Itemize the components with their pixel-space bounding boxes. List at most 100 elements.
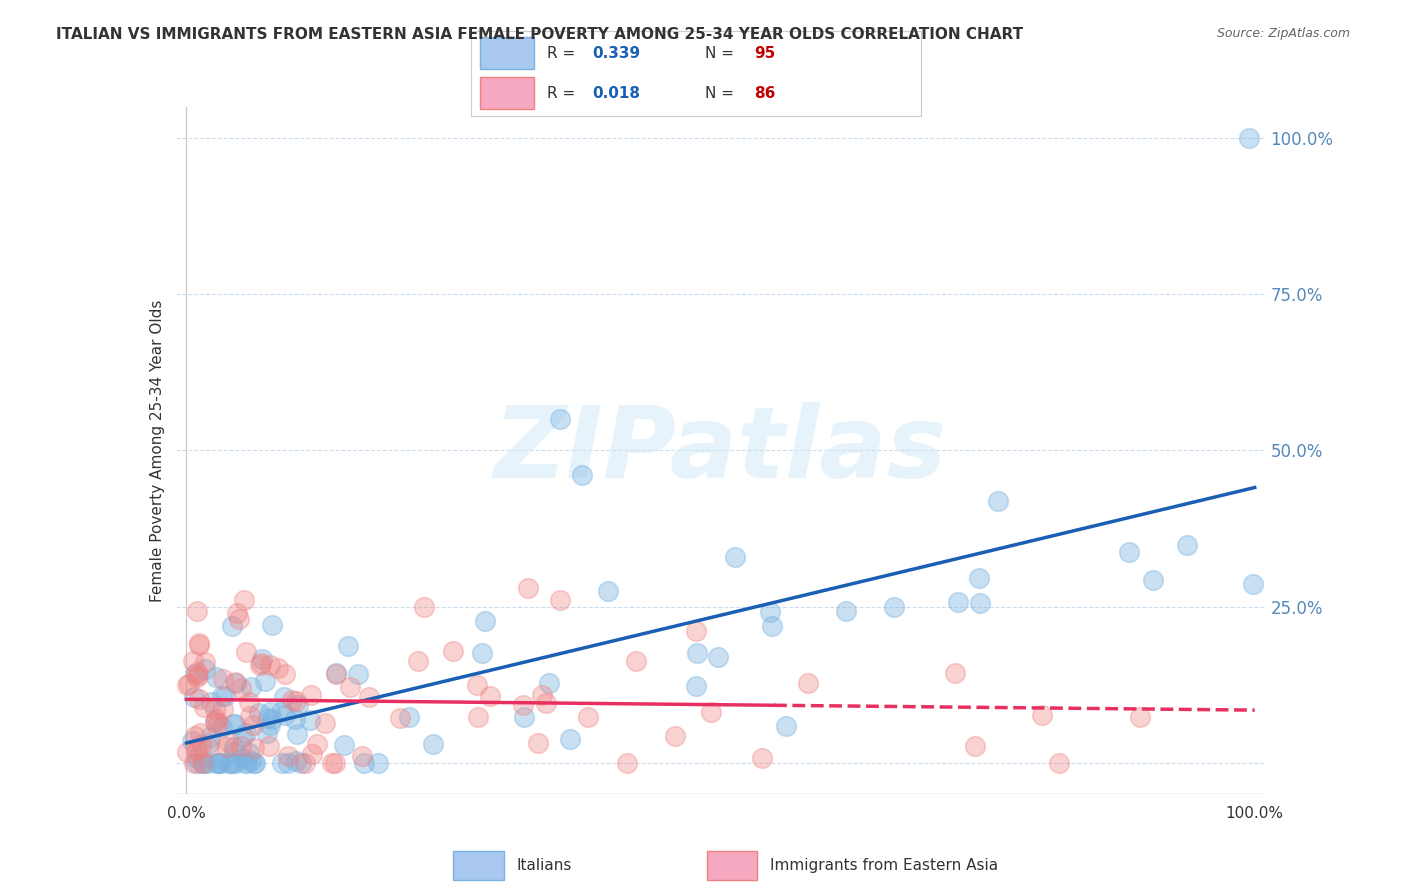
- Immigrants from Eastern Asia: [277, 748, 299, 763]
- Italians: [211, 720, 233, 734]
- Immigrants from Eastern Asia: [1129, 710, 1152, 724]
- Text: 0.0%: 0.0%: [167, 806, 205, 822]
- Immigrants from Eastern Asia: [305, 737, 328, 751]
- Italians: [560, 732, 582, 747]
- Italians: [197, 736, 219, 750]
- Italians: [775, 719, 797, 733]
- Italians: [1142, 573, 1164, 587]
- Italians: [259, 718, 281, 732]
- Immigrants from Eastern Asia: [190, 738, 212, 752]
- Italians: [214, 689, 236, 703]
- Italians: [180, 733, 202, 747]
- Immigrants from Eastern Asia: [321, 756, 343, 770]
- Text: N =: N =: [704, 86, 738, 101]
- Italians: [325, 665, 347, 680]
- Text: R =: R =: [547, 86, 581, 101]
- Italians: [474, 614, 496, 628]
- Immigrants from Eastern Asia: [249, 657, 271, 672]
- Immigrants from Eastern Asia: [943, 666, 966, 681]
- Immigrants from Eastern Asia: [441, 644, 464, 658]
- Immigrants from Eastern Asia: [259, 658, 281, 673]
- FancyBboxPatch shape: [453, 851, 505, 880]
- Italians: [222, 745, 245, 759]
- FancyBboxPatch shape: [479, 77, 534, 109]
- Immigrants from Eastern Asia: [179, 677, 201, 691]
- Italians: [186, 756, 208, 770]
- Italians: [235, 726, 257, 740]
- Immigrants from Eastern Asia: [576, 710, 599, 724]
- Italians: [224, 716, 246, 731]
- Italians: [242, 756, 264, 770]
- Italians: [571, 468, 593, 483]
- Immigrants from Eastern Asia: [339, 680, 361, 694]
- Italians: [236, 756, 259, 770]
- Text: Source: ZipAtlas.com: Source: ZipAtlas.com: [1216, 27, 1350, 40]
- Italians: [685, 679, 707, 693]
- Immigrants from Eastern Asia: [191, 756, 214, 770]
- Immigrants from Eastern Asia: [467, 710, 489, 724]
- Immigrants from Eastern Asia: [534, 696, 557, 710]
- Italians: [285, 754, 308, 768]
- Immigrants from Eastern Asia: [517, 581, 540, 595]
- Text: R =: R =: [547, 45, 581, 61]
- Immigrants from Eastern Asia: [616, 756, 638, 770]
- Immigrants from Eastern Asia: [478, 690, 501, 704]
- Italians: [240, 680, 263, 694]
- Italians: [471, 646, 494, 660]
- Text: 100.0%: 100.0%: [1226, 806, 1284, 822]
- Italians: [835, 604, 858, 618]
- Immigrants from Eastern Asia: [238, 695, 260, 709]
- Immigrants from Eastern Asia: [389, 711, 412, 725]
- Text: 0.018: 0.018: [592, 86, 641, 101]
- Italians: [262, 618, 284, 632]
- Italians: [186, 751, 208, 765]
- Italians: [197, 756, 219, 770]
- Italians: [596, 584, 619, 599]
- Italians: [271, 756, 294, 770]
- Immigrants from Eastern Asia: [301, 747, 323, 761]
- Immigrants from Eastern Asia: [229, 681, 252, 696]
- Text: Immigrants from Eastern Asia: Immigrants from Eastern Asia: [770, 858, 998, 872]
- Immigrants from Eastern Asia: [204, 716, 226, 731]
- Immigrants from Eastern Asia: [207, 716, 229, 731]
- Immigrants from Eastern Asia: [413, 599, 436, 614]
- Immigrants from Eastern Asia: [215, 740, 238, 755]
- Italians: [706, 649, 728, 664]
- Immigrants from Eastern Asia: [188, 726, 211, 740]
- Italians: [191, 756, 214, 770]
- Immigrants from Eastern Asia: [181, 653, 204, 667]
- Immigrants from Eastern Asia: [1047, 756, 1070, 770]
- Immigrants from Eastern Asia: [685, 624, 707, 638]
- Immigrants from Eastern Asia: [281, 692, 304, 706]
- Italians: [284, 712, 307, 726]
- Italians: [1239, 131, 1261, 145]
- Italians: [208, 756, 231, 770]
- Immigrants from Eastern Asia: [664, 729, 686, 743]
- Text: N =: N =: [704, 45, 738, 61]
- Italians: [231, 751, 253, 765]
- Italians: [347, 666, 370, 681]
- Italians: [224, 756, 246, 770]
- Italians: [218, 756, 240, 770]
- Immigrants from Eastern Asia: [187, 668, 209, 682]
- Immigrants from Eastern Asia: [186, 670, 208, 684]
- Immigrants from Eastern Asia: [183, 756, 205, 770]
- Immigrants from Eastern Asia: [188, 635, 211, 649]
- Immigrants from Eastern Asia: [359, 690, 381, 704]
- Italians: [256, 726, 278, 740]
- FancyBboxPatch shape: [707, 851, 758, 880]
- Immigrants from Eastern Asia: [285, 694, 308, 708]
- Italians: [233, 756, 256, 770]
- Immigrants from Eastern Asia: [204, 702, 226, 716]
- Italians: [724, 549, 747, 564]
- Italians: [200, 731, 222, 745]
- Immigrants from Eastern Asia: [176, 678, 198, 692]
- Italians: [270, 705, 292, 719]
- Italians: [333, 738, 356, 752]
- Italians: [221, 619, 243, 633]
- Italians: [537, 675, 560, 690]
- Italians: [986, 493, 1008, 508]
- Italians: [240, 755, 263, 769]
- Text: 86: 86: [755, 86, 776, 101]
- Immigrants from Eastern Asia: [239, 708, 262, 723]
